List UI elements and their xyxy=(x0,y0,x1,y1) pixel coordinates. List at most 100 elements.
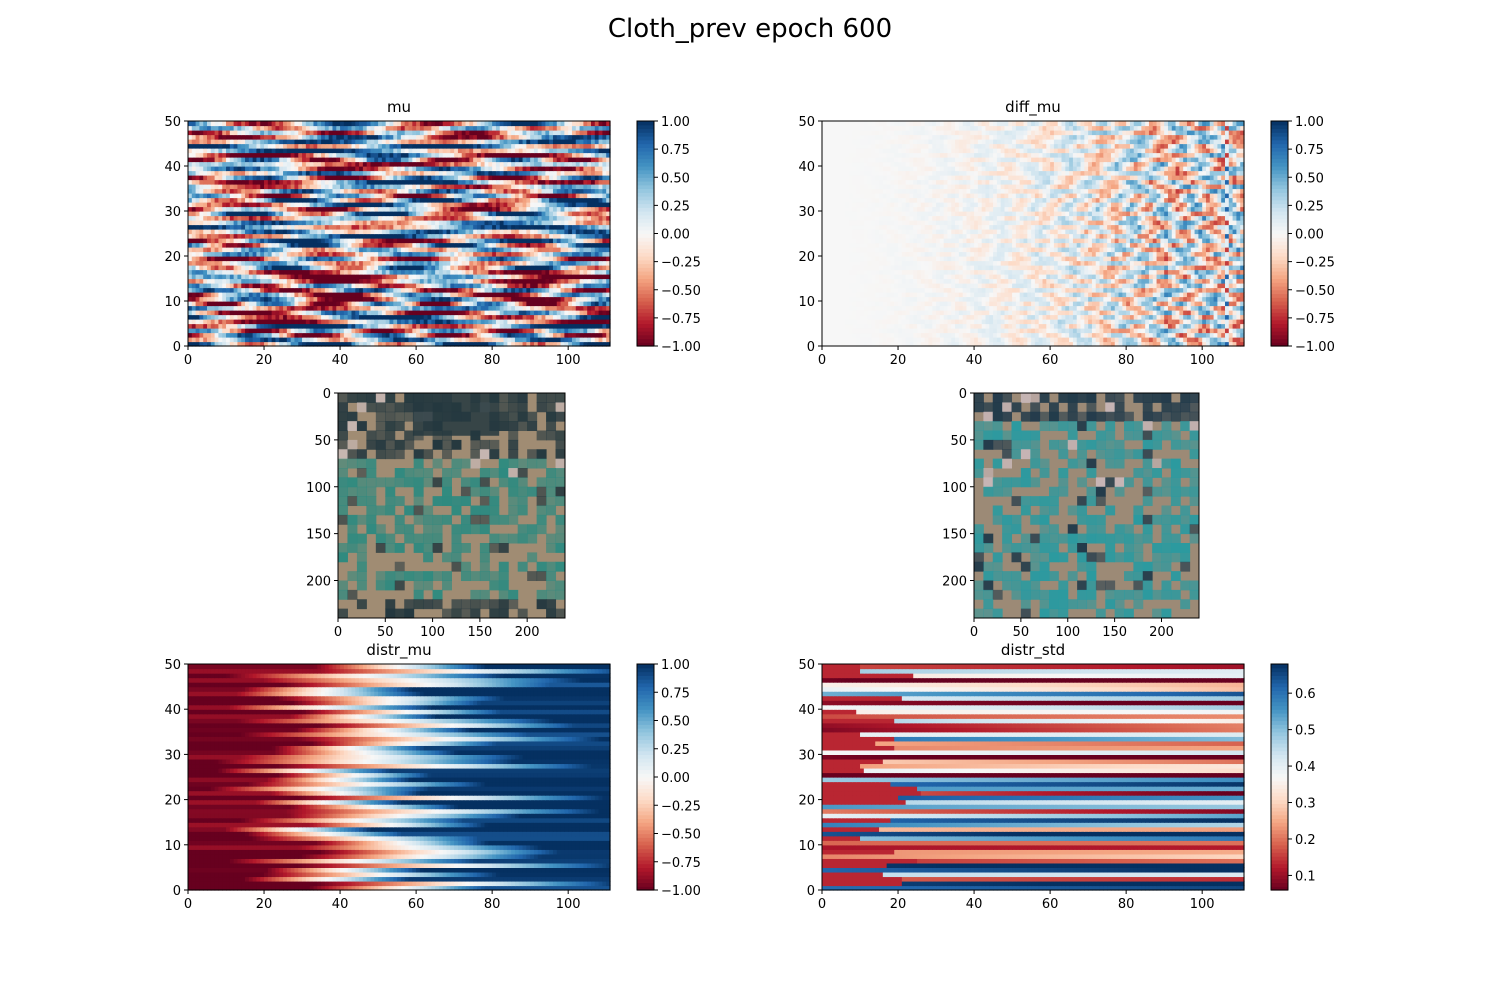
heatmap-cell xyxy=(507,242,512,248)
heatmap-cell xyxy=(533,229,539,235)
heatmap-cell xyxy=(435,256,440,262)
heatmap-cell xyxy=(385,166,391,172)
heatmap-cell xyxy=(317,197,322,203)
heatmap-cell xyxy=(518,206,524,212)
heatmap-cell xyxy=(571,301,577,307)
heatmap-cell xyxy=(427,148,432,154)
heatmap-cell xyxy=(511,206,516,212)
heatmap-cell xyxy=(518,197,524,203)
heatmap-cell xyxy=(362,211,368,217)
heatmap-cell xyxy=(435,220,440,226)
heatmap-cell xyxy=(370,224,375,230)
heatmap-cell xyxy=(457,251,463,257)
heatmap-cell xyxy=(419,328,425,334)
heatmap-cell xyxy=(309,193,315,199)
heatmap-cell xyxy=(488,332,493,338)
heatmap-cell xyxy=(492,229,497,235)
heatmap-cell xyxy=(218,184,223,190)
heatmap-cell xyxy=(590,292,596,298)
heatmap-cell xyxy=(374,188,379,194)
heatmap-cell xyxy=(214,197,220,203)
heatmap-cell xyxy=(446,323,451,329)
heatmap-cell xyxy=(579,211,584,217)
heatmap-cell xyxy=(378,233,383,239)
heatmap-cell xyxy=(484,247,489,253)
heatmap-cell xyxy=(279,238,284,244)
heatmap-cell xyxy=(476,233,482,239)
heatmap-cell xyxy=(359,292,364,298)
heatmap-cell xyxy=(587,247,592,253)
heatmap-cell xyxy=(579,251,584,257)
heatmap-cell xyxy=(461,161,467,167)
heatmap-cell xyxy=(476,337,482,343)
heatmap-cell xyxy=(488,148,493,154)
heatmap-cell xyxy=(328,301,334,307)
heatmap-cell xyxy=(188,148,193,154)
heatmap-cell xyxy=(499,238,505,244)
heatmap-cell xyxy=(347,256,353,262)
heatmap-cell xyxy=(267,337,273,343)
heatmap-cell xyxy=(332,161,337,167)
heatmap-cell xyxy=(568,143,573,149)
heatmap-cell xyxy=(590,337,596,343)
heatmap-cell xyxy=(245,283,250,289)
heatmap-cell xyxy=(210,256,216,262)
heatmap-cell xyxy=(545,278,550,284)
heatmap-cell xyxy=(264,314,269,320)
heatmap-cell xyxy=(267,157,273,163)
heatmap-cell xyxy=(412,287,417,293)
heatmap-cell xyxy=(476,242,482,248)
heatmap-cell xyxy=(252,305,258,311)
heatmap-cell xyxy=(267,305,273,311)
heatmap-cell xyxy=(552,265,558,271)
heatmap-cell xyxy=(419,166,425,172)
heatmap-cell xyxy=(476,328,482,334)
heatmap-cell xyxy=(302,202,307,208)
heatmap-cell xyxy=(450,337,455,343)
heatmap-cell xyxy=(347,148,353,154)
heatmap-cell xyxy=(457,296,463,302)
heatmap-cell xyxy=(552,206,558,212)
heatmap-cell xyxy=(571,314,577,320)
heatmap-cell xyxy=(461,310,467,316)
heatmap-cell xyxy=(245,323,250,329)
heatmap-cell xyxy=(305,220,311,226)
heatmap-cell xyxy=(404,152,410,158)
heatmap-cell xyxy=(324,202,330,208)
heatmap-cell xyxy=(210,314,216,320)
heatmap-cell xyxy=(374,274,379,280)
heatmap-cell xyxy=(207,175,212,181)
heatmap-cell xyxy=(457,161,463,167)
heatmap-cell xyxy=(248,301,254,307)
heatmap-cell xyxy=(400,206,406,212)
heatmap-cell xyxy=(594,265,600,271)
heatmap-cell xyxy=(324,175,330,181)
heatmap-cell xyxy=(442,260,448,266)
heatmap-cell xyxy=(241,229,246,235)
heatmap-cell xyxy=(419,242,425,248)
heatmap-cell xyxy=(488,256,493,262)
heatmap-cell xyxy=(438,292,444,298)
heatmap-cell xyxy=(397,143,402,149)
heatmap-cell xyxy=(400,301,406,307)
heatmap-cell xyxy=(191,242,197,248)
heatmap-cell xyxy=(549,265,554,271)
heatmap-cell xyxy=(511,278,516,284)
heatmap-cell xyxy=(442,143,448,149)
heatmap-cell xyxy=(522,188,527,194)
heatmap-cell xyxy=(419,224,425,230)
heatmap-cell xyxy=(397,337,402,343)
heatmap-cell xyxy=(400,292,406,298)
heatmap-cell xyxy=(579,206,584,212)
heatmap-cell xyxy=(203,188,208,194)
heatmap-cell xyxy=(590,148,596,154)
heatmap-cell xyxy=(606,265,611,271)
heatmap-cell xyxy=(226,229,231,235)
heatmap-cell xyxy=(343,166,349,172)
heatmap-cell xyxy=(290,256,296,262)
heatmap-cell xyxy=(199,265,204,271)
heatmap-cell xyxy=(328,337,334,343)
heatmap-cell xyxy=(237,193,242,199)
heatmap-cell xyxy=(522,215,527,221)
heatmap-cell xyxy=(271,305,277,311)
